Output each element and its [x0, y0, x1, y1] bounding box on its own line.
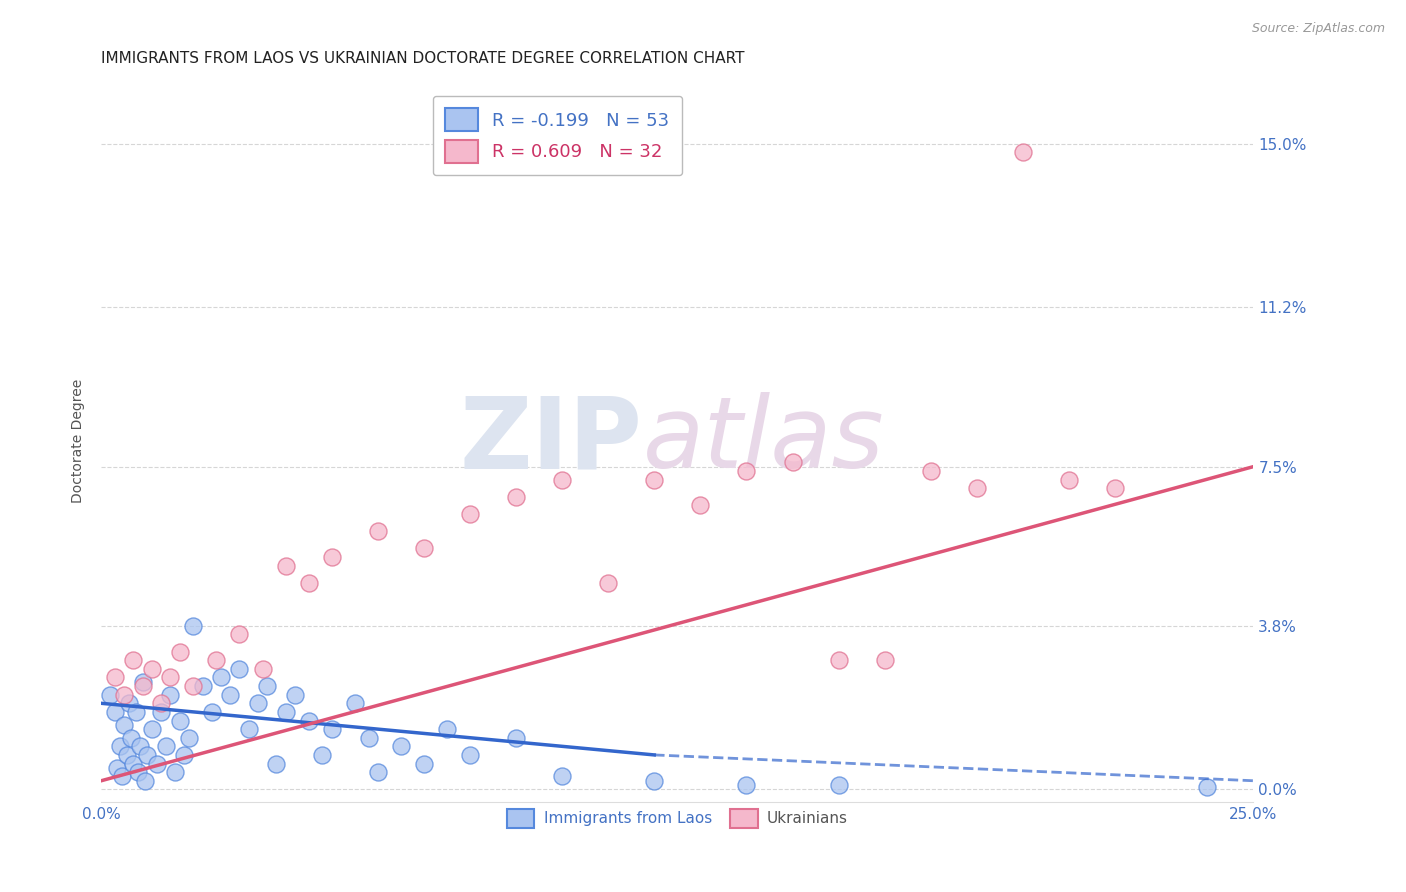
Point [274, 705, 297, 719]
Point [343, 696, 366, 710]
Text: Source: ZipAtlas.com: Source: ZipAtlas.com [1251, 22, 1385, 36]
Point [112, 688, 135, 702]
Point [122, 653, 145, 667]
Point [827, 778, 849, 792]
Point [141, 662, 163, 676]
Point [1104, 481, 1126, 495]
Point [183, 679, 205, 693]
Point [311, 747, 333, 762]
Point [1012, 145, 1035, 160]
Point [205, 653, 228, 667]
Point [505, 731, 527, 745]
Point [782, 455, 804, 469]
Point [920, 464, 942, 478]
Point [412, 756, 434, 771]
Point [127, 765, 149, 780]
Text: IMMIGRANTS FROM LAOS VS UKRAINIAN DOCTORATE DEGREE CORRELATION CHART: IMMIGRANTS FROM LAOS VS UKRAINIAN DOCTOR… [101, 51, 745, 66]
Point [321, 722, 343, 736]
Point [228, 662, 250, 676]
Point [219, 688, 242, 702]
Point [169, 714, 191, 728]
Point [689, 499, 711, 513]
Point [112, 718, 135, 732]
Point [266, 756, 288, 771]
Point [155, 739, 177, 754]
Point [1057, 473, 1080, 487]
Point [735, 778, 758, 792]
Point [191, 679, 214, 693]
Point [125, 705, 148, 719]
Point [108, 739, 131, 754]
Point [735, 464, 758, 478]
Point [104, 705, 127, 719]
Point [150, 705, 173, 719]
Point [120, 731, 142, 745]
Point [505, 490, 527, 504]
Y-axis label: Doctorate Degree: Doctorate Degree [72, 379, 86, 503]
Point [163, 765, 186, 780]
Point [827, 653, 849, 667]
Point [458, 507, 481, 521]
Point [115, 747, 138, 762]
Point [436, 722, 458, 736]
Point [145, 756, 167, 771]
Point [321, 549, 343, 564]
Point [274, 558, 297, 573]
Point [252, 662, 274, 676]
Point [159, 670, 181, 684]
Point [238, 722, 260, 736]
Point [209, 670, 232, 684]
Point [256, 679, 278, 693]
Point [367, 765, 389, 780]
Point [104, 670, 127, 684]
Point [150, 696, 173, 710]
Point [228, 627, 250, 641]
Point [598, 575, 620, 590]
Text: atlas: atlas [643, 392, 884, 490]
Point [134, 773, 156, 788]
Point [173, 747, 195, 762]
Point [297, 575, 319, 590]
Point [357, 731, 380, 745]
Point [159, 688, 181, 702]
Point [297, 714, 319, 728]
Point [551, 769, 574, 783]
Point [141, 722, 163, 736]
Point [284, 688, 307, 702]
Point [131, 679, 153, 693]
Point [643, 773, 665, 788]
Point [105, 761, 128, 775]
Point [131, 674, 153, 689]
Point [129, 739, 152, 754]
Point [122, 756, 145, 771]
Point [643, 473, 665, 487]
Point [246, 696, 269, 710]
Point [111, 769, 134, 783]
Point [873, 653, 896, 667]
Point [551, 473, 574, 487]
Point [201, 705, 224, 719]
Point [177, 731, 200, 745]
Point [169, 645, 191, 659]
Point [412, 541, 434, 556]
Point [1197, 780, 1219, 795]
Point [183, 619, 205, 633]
Point [458, 747, 481, 762]
Point [118, 696, 141, 710]
Legend: Immigrants from Laos, Ukrainians: Immigrants from Laos, Ukrainians [501, 803, 853, 834]
Point [367, 524, 389, 538]
Point [389, 739, 412, 754]
Point [100, 688, 122, 702]
Text: ZIP: ZIP [460, 392, 643, 490]
Point [136, 747, 159, 762]
Point [966, 481, 988, 495]
